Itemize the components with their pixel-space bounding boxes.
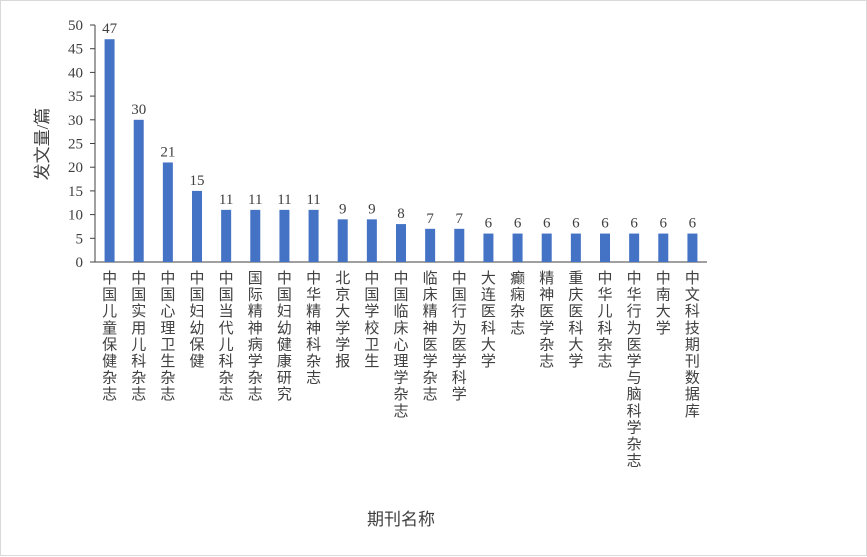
x-tick-label: 中国儿童保健杂志 (102, 270, 117, 403)
bar (192, 190, 202, 262)
y-tick-label: 0 (76, 255, 84, 271)
bar-value-label: 6 (543, 216, 551, 232)
bar-value-label: 6 (630, 216, 638, 232)
bar (658, 233, 669, 262)
bar (687, 233, 698, 262)
bar-value-label: 47 (102, 21, 118, 37)
y-axis-title: 发文量/篇 (33, 108, 52, 181)
x-tick-label: 中华行为医学与脑科学杂志 (627, 270, 642, 470)
bar-value-label: 7 (456, 211, 464, 227)
bar-value-label: 30 (131, 102, 146, 118)
bar (396, 224, 406, 262)
y-tick-label: 45 (68, 42, 83, 58)
bar (133, 119, 144, 262)
bar-value-label: 6 (660, 216, 668, 232)
y-tick-label: 5 (76, 231, 84, 247)
bar-value-label: 9 (339, 201, 347, 217)
bar-value-label: 11 (248, 192, 262, 208)
x-tick-label: 国际精神病学杂志 (248, 270, 263, 403)
x-tick-label: 中华儿科杂志 (597, 270, 612, 370)
x-tick-label: 中国临床心理学杂志 (393, 270, 408, 420)
bar-value-label: 11 (277, 192, 291, 208)
bar (629, 233, 640, 262)
bar (308, 209, 319, 262)
x-tick-label: 中国行为医学科学 (452, 270, 467, 403)
bar-value-label: 6 (514, 216, 522, 232)
y-tick-label: 50 (68, 18, 83, 34)
bar (337, 219, 348, 262)
x-tick-label: 重庆医科大学 (568, 270, 583, 370)
x-tick-label: 中国当代儿科杂志 (219, 270, 234, 403)
bar-value-label: 11 (219, 192, 233, 208)
bar (512, 233, 523, 262)
x-tick-label: 癫痫杂志 (510, 270, 525, 337)
bar (221, 209, 232, 262)
bar-value-label: 6 (485, 216, 493, 232)
x-tick-label: 中国妇幼健康研究 (277, 270, 292, 403)
bar-value-label: 6 (572, 216, 580, 232)
bar (454, 228, 465, 262)
x-tick-label: 精神医学杂志 (539, 270, 554, 370)
bar-value-label: 7 (426, 211, 434, 227)
bar-value-label: 21 (160, 144, 175, 160)
y-tick-label: 15 (68, 184, 83, 200)
bar-value-label: 6 (689, 216, 697, 232)
bar (600, 233, 610, 262)
bar-value-label: 8 (397, 206, 405, 222)
x-tick-label: 中国实用儿科杂志 (131, 270, 146, 403)
x-tick-label: 大连医科大学 (481, 270, 496, 370)
x-tick-label: 中华精神科杂志 (306, 270, 321, 387)
x-tick-label: 临床精神医学杂志 (423, 270, 438, 403)
bar-value-label: 9 (368, 201, 376, 217)
bar (570, 233, 581, 262)
bar-value-label: 6 (601, 216, 609, 232)
y-tick-label: 35 (68, 89, 83, 105)
bar (162, 162, 173, 262)
bar (279, 209, 290, 262)
bar (366, 219, 377, 262)
x-tick-label: 中南大学 (656, 270, 671, 337)
y-tick-label: 30 (68, 113, 83, 129)
y-tick-label: 25 (68, 137, 83, 153)
y-tick-label: 10 (68, 208, 83, 224)
bar (483, 233, 494, 262)
y-tick-label: 20 (68, 160, 83, 176)
bar (250, 209, 261, 262)
bar-value-label: 11 (306, 192, 320, 208)
x-tick-label: 中国心理卫生杂志 (160, 270, 175, 403)
x-axis-title: 期刊名称 (367, 510, 435, 529)
bar (541, 233, 552, 262)
y-tick-label: 40 (68, 65, 83, 81)
x-tick-label: 中国学校卫生 (364, 270, 379, 370)
x-tick-label: 北京大学学报 (335, 270, 350, 370)
x-tick-label: 中文科技期刊数据库 (685, 270, 700, 420)
bar-value-label: 15 (190, 173, 205, 189)
bar (104, 39, 115, 262)
bar (425, 228, 436, 262)
x-tick-label: 中国妇幼保健 (189, 270, 204, 370)
